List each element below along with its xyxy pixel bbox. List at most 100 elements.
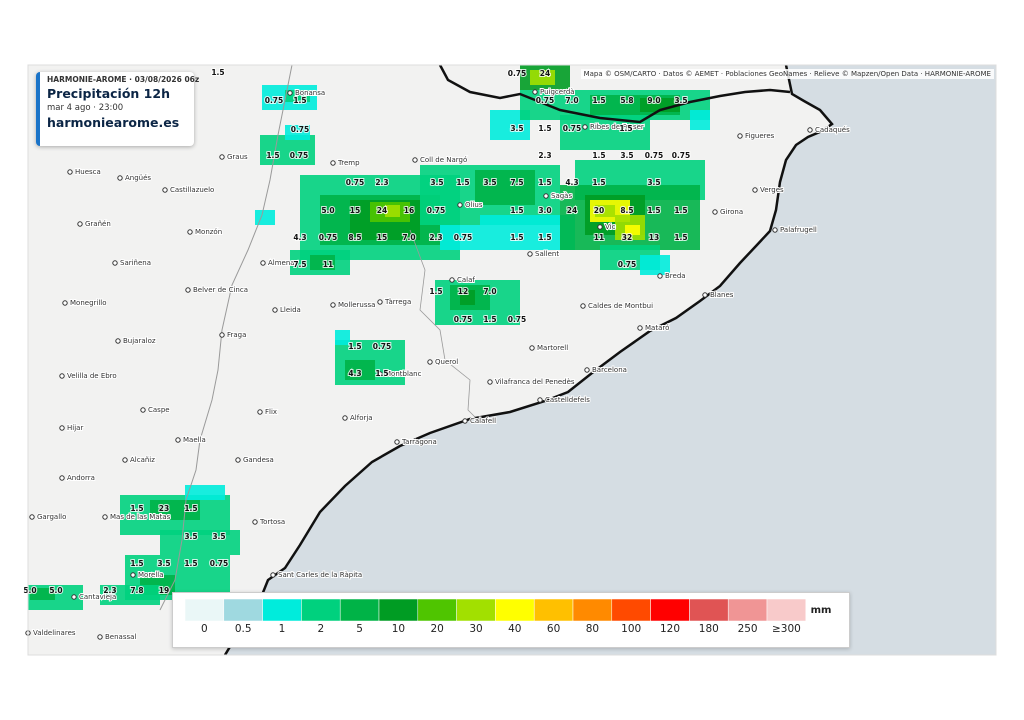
place-dot xyxy=(130,572,136,578)
legend-label: ≥300 xyxy=(772,623,801,635)
place-dot xyxy=(272,307,278,313)
precipitation-cell xyxy=(530,70,555,85)
place-dot xyxy=(527,251,533,257)
country-border xyxy=(438,64,791,124)
precipitation-cell xyxy=(335,330,350,345)
legend-label: 80 xyxy=(586,623,599,635)
place-dot xyxy=(62,300,68,306)
precipitation-value: 0.75 xyxy=(645,151,664,160)
site-name[interactable]: harmoniearome.es xyxy=(47,115,180,130)
precipitation-value: 11 xyxy=(594,233,604,242)
precipitation-value: 1.5 xyxy=(375,369,388,378)
place-label: Monzón xyxy=(195,228,222,236)
place-label: Sagàs xyxy=(551,192,572,200)
place-dot xyxy=(115,338,121,344)
precipitation-value: 4.3 xyxy=(348,369,361,378)
precipitation-value: 32 xyxy=(622,233,632,242)
precipitation-value: 0.75 xyxy=(265,96,284,105)
legend-swatch xyxy=(223,598,263,622)
place-label: Palafrugell xyxy=(780,226,817,234)
precipitation-cell xyxy=(160,530,240,555)
legend-swatch xyxy=(766,598,807,622)
legend-swatch xyxy=(301,598,341,622)
place-label: Caldes de Montbui xyxy=(588,302,653,310)
precipitation-value: 24 xyxy=(567,206,577,215)
place-label: Belver de Cinca xyxy=(193,286,248,294)
precipitation-cell xyxy=(460,290,475,305)
precipitation-value: 1.5 xyxy=(674,206,687,215)
place-label: Tremp xyxy=(337,159,360,167)
precipitation-value: 5.0 xyxy=(49,586,62,595)
place-label: Sant Carles de la Ràpita xyxy=(278,571,362,579)
precipitation-value: 16 xyxy=(404,206,414,215)
place-dot xyxy=(597,224,603,230)
legend-label: 2 xyxy=(317,623,324,635)
precipitation-value: 8.5 xyxy=(620,206,633,215)
legend-unit: mm xyxy=(811,605,832,616)
place-dot xyxy=(59,475,65,481)
precipitation-value: 1.5 xyxy=(293,96,306,105)
place-label: Grañén xyxy=(85,220,111,228)
place-dot xyxy=(582,124,588,130)
precipitation-value: 2.3 xyxy=(375,178,388,187)
precipitation-value: 3.5 xyxy=(430,178,443,187)
precipitation-value: 20 xyxy=(594,206,604,215)
precipitation-value: 0.75 xyxy=(508,69,527,78)
place-dot xyxy=(59,425,65,431)
place-dot xyxy=(187,229,193,235)
place-label: Bonansa xyxy=(295,89,325,97)
precipitation-value: 1.5 xyxy=(483,315,496,324)
precipitation-cell xyxy=(640,255,670,275)
place-dot xyxy=(330,160,336,166)
legend-label: 0.5 xyxy=(235,623,252,635)
place-label: Ribes de Freser xyxy=(590,123,644,131)
legend-scale: mm 0 0.5 1 2 5 10 20 30 40 60 80 100 120 180 250 ≥300 xyxy=(184,598,832,635)
legend-swatch xyxy=(378,598,419,622)
place-label: Andorra xyxy=(67,474,95,482)
place-label: Caspe xyxy=(148,406,170,414)
place-label: Cantavieja xyxy=(79,593,116,601)
place-dot xyxy=(71,594,77,600)
place-label: Verges xyxy=(760,186,784,194)
place-dot xyxy=(657,273,663,279)
legend-label: 30 xyxy=(469,623,482,635)
place-label: Sallent xyxy=(535,250,559,258)
legend-swatch xyxy=(184,598,225,622)
legend-label: 180 xyxy=(699,623,719,635)
precipitation-value: 1.5 xyxy=(348,342,361,351)
place-dot xyxy=(175,437,181,443)
place-label: Olius xyxy=(465,201,483,209)
place-label: Blanes xyxy=(710,291,734,299)
place-dot xyxy=(270,572,276,578)
legend-label: 100 xyxy=(621,623,641,635)
place-dot xyxy=(330,302,336,308)
place-label: Castillazuelo xyxy=(170,186,214,194)
place-dot xyxy=(580,303,586,309)
valid-time: mar 4 ago · 23:00 xyxy=(47,103,124,113)
precipitation-value: 15 xyxy=(377,233,387,242)
place-dot xyxy=(252,519,258,525)
legend-label: 1 xyxy=(279,623,286,635)
precipitation-value: 5.0 xyxy=(321,206,334,215)
precipitation-value: 24 xyxy=(540,69,550,78)
precipitation-value: 3.5 xyxy=(510,124,523,133)
precipitation-cell xyxy=(480,215,575,250)
precipitation-value: 1.5 xyxy=(592,151,605,160)
place-label: Mas de las Matas xyxy=(110,513,171,521)
attribution: Mapa © OSM/CARTO · Datos © AEMET · Pobla… xyxy=(580,69,994,79)
precipitation-value: 5.0 xyxy=(23,586,36,595)
place-label: Vic xyxy=(605,223,616,231)
place-label: Graus xyxy=(227,153,248,161)
place-dot xyxy=(529,345,535,351)
place-dot xyxy=(752,187,758,193)
place-dot xyxy=(427,359,433,365)
precipitation-value: 3.0 xyxy=(538,206,551,215)
precipitation-cell xyxy=(185,485,225,500)
info-box: HARMONIE-AROME · 03/08/2026 06z Precipit… xyxy=(36,72,199,146)
place-dot xyxy=(377,299,383,305)
place-dot xyxy=(807,127,813,133)
place-dot xyxy=(112,260,118,266)
precipitation-value: 1.5 xyxy=(647,206,660,215)
place-label: Híjar xyxy=(67,424,83,432)
place-dot xyxy=(537,397,543,403)
